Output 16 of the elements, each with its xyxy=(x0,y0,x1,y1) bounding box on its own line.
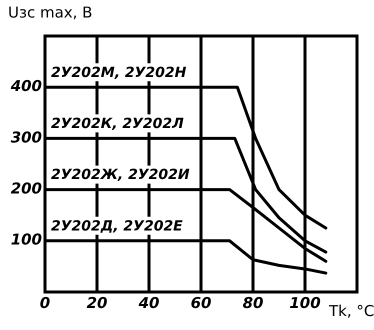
x-tick-label: 20 xyxy=(86,294,108,312)
x-tick-label: 40 xyxy=(138,294,160,312)
series-label: 2У202М, 2У202Н xyxy=(51,64,187,81)
x-tick-label: 60 xyxy=(190,294,212,312)
y-tick-label: 300 xyxy=(10,128,42,146)
y-tick-label: 100 xyxy=(10,230,42,249)
series-label: 2У202К, 2У202Л xyxy=(51,116,184,132)
y-tick-label: 200 xyxy=(10,179,42,198)
y-tick-label: 400 xyxy=(10,77,42,96)
x-tick-label: 0 xyxy=(40,294,50,312)
x-axis-title: Tk, °C xyxy=(328,302,374,320)
series-label: 2У202Д, 2У202Е xyxy=(51,218,184,234)
y-axis-title: Uзс max, В xyxy=(8,3,92,22)
x-tick-label: 100 xyxy=(289,294,321,312)
x-tick-label: 80 xyxy=(242,294,264,312)
series-label: 2У202Ж, 2У202И xyxy=(51,167,190,184)
